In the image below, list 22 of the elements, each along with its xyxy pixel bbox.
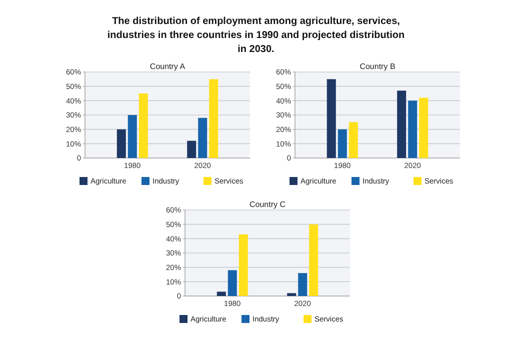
bar (309, 224, 318, 296)
bar (348, 122, 358, 158)
bar (338, 129, 347, 158)
bar (198, 118, 208, 158)
bar (419, 98, 428, 158)
bar (116, 129, 126, 158)
bar (128, 115, 137, 158)
bar (298, 273, 308, 296)
bar (326, 79, 336, 158)
bar (209, 79, 218, 158)
text: The distribution of employment among agriculture, services, industries in three countries in 1990 and projected distribution in 2030. (107, 16, 405, 55)
bar (228, 270, 237, 296)
chart-title: Country A (150, 62, 186, 71)
chart-title: Country C (249, 200, 286, 209)
bar (138, 94, 148, 158)
bar (216, 292, 226, 296)
bar (408, 100, 418, 158)
chart-title: Country B (360, 62, 396, 71)
bar (238, 234, 248, 296)
bar (187, 140, 196, 158)
bar (287, 293, 296, 296)
bar (397, 90, 406, 158)
